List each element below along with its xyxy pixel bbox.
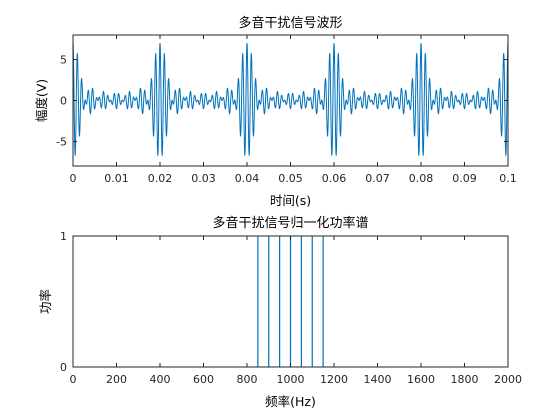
waveform-ticks: 0 0.01 0.02 0.03 0.04 0.05 0.06 0.07 0.08 0.09 0.1… xyxy=(56,35,517,185)
spectrum-xtick-label: 1000 xyxy=(277,373,305,386)
waveform-xtick-label: 0.02 xyxy=(148,172,173,185)
spectrum-xtick-label: 800 xyxy=(237,373,258,386)
waveform-ytick-label: -5 xyxy=(56,135,67,148)
spectrum-xtick-label: 400 xyxy=(150,373,171,386)
waveform-axes: 0 0.01 0.02 0.03 0.04 0.05 0.06 0.07 0.08 0.09 0.1… xyxy=(34,15,517,208)
waveform-xtick-label: 0 xyxy=(70,172,77,185)
waveform-xtick-label: 0.07 xyxy=(365,172,390,185)
waveform-xtick-label: 0.01 xyxy=(104,172,129,185)
waveform-xtick-label: 0.06 xyxy=(322,172,347,185)
waveform-xtick-label: 0.05 xyxy=(278,172,303,185)
spectrum-xtick-label: 2000 xyxy=(494,373,522,386)
waveform-plot xyxy=(72,43,509,157)
waveform-ytick-label: 5 xyxy=(60,54,67,67)
spectrum-ytick-label: 1 xyxy=(60,230,67,243)
waveform-xtick-label: 0.1 xyxy=(499,172,517,185)
spectrum-xtick-label: 600 xyxy=(193,373,214,386)
waveform-xlabel: 时间(s) xyxy=(270,193,311,208)
spectrum-title: 多音干扰信号归一化功率谱 xyxy=(212,215,368,231)
spectrum-xtick-label: 1600 xyxy=(407,373,435,386)
waveform-title: 多音干扰信号波形 xyxy=(238,15,342,31)
spectrum-axes: 0 200 400 600 800 1000 1200 1400 1600 1800 200001 … xyxy=(38,215,522,409)
waveform-ylabel: 幅度(V) xyxy=(34,79,49,122)
spectrum-xtick-label: 0 xyxy=(70,373,77,386)
spectrum-xtick-label: 200 xyxy=(106,373,127,386)
spectrum-xtick-label: 1400 xyxy=(364,373,392,386)
spectrum-ylabel: 功率 xyxy=(38,289,53,314)
spectrum-ytick-label: 0 xyxy=(60,361,67,374)
waveform-xtick-label: 0.03 xyxy=(191,172,216,185)
spectrum-xlabel: 频率(Hz) xyxy=(265,394,316,409)
waveform-plot-area xyxy=(73,35,508,166)
waveform-series-line xyxy=(72,43,509,157)
waveform-ytick-label: 0 xyxy=(60,95,67,108)
spectrum-ticks: 0 200 400 600 800 1000 1200 1400 1600 1800 2000 0 1 xyxy=(60,230,522,386)
waveform-xtick-label: 0.09 xyxy=(452,172,477,185)
waveform-xtick-label: 0.04 xyxy=(235,172,260,185)
waveform-xtick-label: 0.08 xyxy=(409,172,434,185)
spectrum-xtick-label: 1200 xyxy=(320,373,348,386)
spectrum-xtick-label: 1800 xyxy=(451,373,479,386)
